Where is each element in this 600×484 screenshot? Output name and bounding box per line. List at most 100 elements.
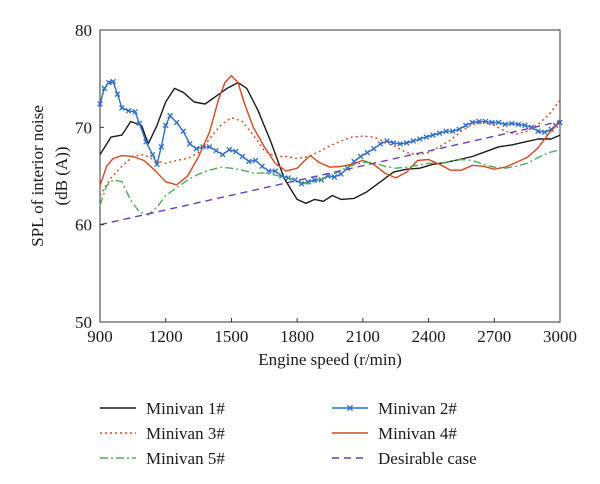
x-tick-label: 1800 [280,327,314,346]
series-line-minivan-1 [99,81,561,204]
x-tick-label: 2100 [346,327,380,346]
series-point [193,145,200,152]
series-point [508,120,515,127]
series-point [410,138,417,144]
series-point [548,126,555,133]
series-point [397,141,403,147]
series-point [489,119,495,126]
series-minivan-5 [99,149,561,216]
x-tick-label: 1200 [149,327,183,346]
series-point [522,122,528,129]
x-axis-title: Engine speed (r/min) [258,350,402,369]
series-point [180,128,187,135]
legend: Minivan 1# Minivan 2# Minivan 3# Minivan 4#… [100,399,477,468]
x-tick-label: 2400 [412,327,446,346]
legend-label: Minivan 5# [146,449,225,468]
legend-entry-minivan-3: Minivan 3# [100,424,225,443]
legend-entry-minivan-5: Minivan 5# [100,449,225,468]
x-tick-label: 1500 [214,327,248,346]
series-minivan-4 [99,75,561,186]
series-point [239,153,246,160]
series-point [110,78,117,85]
series-point [476,118,482,125]
y-axis-title-line-1: SPL of interior noise [28,105,47,247]
series-point [154,161,160,168]
series-point [246,158,252,165]
series-point [219,151,226,158]
series-point [272,168,279,174]
series-point [259,163,265,170]
series-point [541,129,548,136]
y-tick-label: 80 [75,21,92,40]
y-axis-title-group: SPL of interior noise (dB (A)) [28,105,71,247]
x-tick-label: 900 [87,327,113,346]
series-point [377,141,384,147]
series-point [167,112,173,119]
series-line-minivan-3 [99,99,561,196]
series-point [370,145,377,152]
series-point [430,132,436,138]
legend-entry-desirable-case: Desirable case [332,449,477,468]
series-point [416,136,423,142]
series-point [132,108,138,115]
series-minivan-2 [97,78,563,187]
series-point [535,128,541,135]
y-axis-title-line-2: (dB (A)) [52,146,71,205]
series-point [364,149,371,156]
series-point [149,151,156,158]
series-point [462,122,469,129]
series-line-minivan-5 [99,149,561,216]
series-point [495,119,502,126]
series-point [449,128,456,135]
series-point [403,140,410,146]
series-point [125,107,132,114]
legend-label: Minivan 3# [146,424,225,443]
y-tick-label: 50 [75,313,92,332]
legend-label: Minivan 2# [378,399,457,418]
series-point [105,79,112,86]
series-line-minivan-4 [99,75,561,186]
series-point [515,121,522,128]
series-minivan-1 [99,81,561,204]
series-line-desirable-case [99,120,561,226]
series-point [436,130,443,137]
legend-label: Desirable case [378,449,477,468]
series-point [114,91,121,98]
legend-entry-minivan-1: Minivan 1# [100,399,225,418]
series-point [232,148,239,155]
y-tick-label: 60 [75,216,92,235]
series-desirable-case [99,120,561,226]
series-point [173,119,180,126]
series-layer [97,75,563,226]
series-point [502,121,509,128]
series-point [162,122,169,129]
legend-label: Minivan 4# [378,424,457,443]
series-point [265,168,272,174]
series-point [331,174,338,180]
series-point [97,101,103,107]
plot-area [99,29,561,323]
series-point [390,140,397,146]
series-point [101,85,108,92]
series-point [338,171,344,177]
series-point [443,128,449,135]
series-point [357,153,364,160]
series-point [252,157,259,164]
series-point [298,180,305,187]
series-point [136,120,143,127]
axis-ticks: 900 1200 1500 1800 2100 2400 2700 3000 50 60 70 80 [75,21,577,346]
legend-entry-minivan-2: Minivan 2# [332,399,457,418]
series-point [158,143,165,150]
x-tick-label: 3000 [543,327,577,346]
legend-entry-minivan-4: Minivan 4# [332,424,457,443]
y-tick-label: 70 [75,118,92,137]
series-point [143,139,149,145]
series-point [311,177,318,183]
series-point [213,147,219,154]
series-point [423,134,430,140]
legend-label: Minivan 1# [146,399,225,418]
x-tick-label: 2700 [477,327,511,346]
series-point [206,143,213,150]
legend-marker [346,404,354,412]
